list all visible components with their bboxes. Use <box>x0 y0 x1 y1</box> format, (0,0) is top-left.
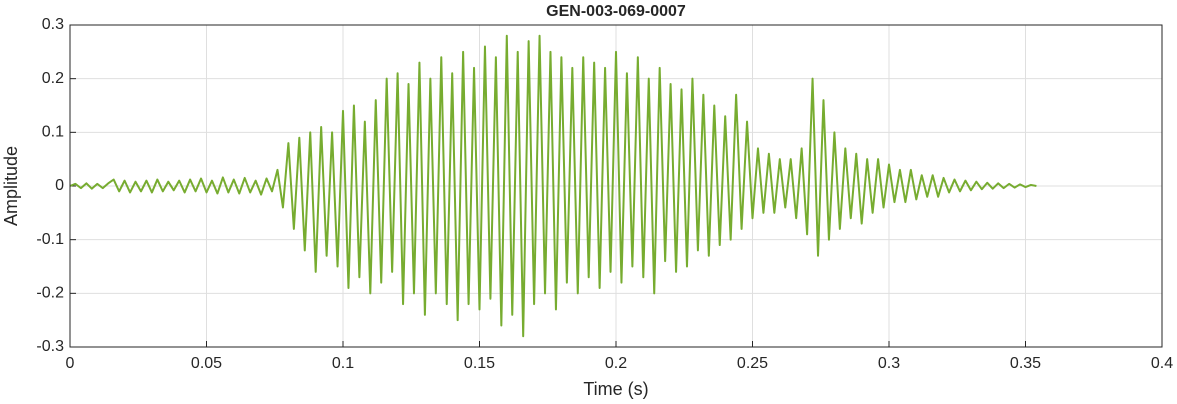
x-tick-label: 0.4 <box>1151 355 1173 372</box>
chart-title: GEN-003-069-0007 <box>546 3 686 20</box>
x-axis-label: Time (s) <box>583 379 648 399</box>
x-tick-label: 0.3 <box>878 355 900 372</box>
y-tick-label: -0.3 <box>36 338 64 355</box>
y-tick-label: -0.1 <box>36 231 64 248</box>
x-tick-label: 0.35 <box>1010 355 1041 372</box>
x-tick-label: 0.05 <box>191 355 222 372</box>
y-tick-label: 0.2 <box>42 70 64 87</box>
x-tick-label: 0.15 <box>464 355 495 372</box>
x-tick-label: 0 <box>66 355 75 372</box>
axes-box <box>69 24 1163 348</box>
waveform-line <box>69 34 1037 338</box>
y-tick-label: 0.3 <box>42 16 64 33</box>
y-axis-label: Amplitude <box>1 146 21 226</box>
y-tick-label: -0.2 <box>36 285 64 302</box>
x-tick-label: 0.25 <box>737 355 768 372</box>
x-tick-label: 0.2 <box>605 355 627 372</box>
y-tick-label: 0.1 <box>42 124 64 141</box>
x-tick-label: 0.1 <box>332 355 354 372</box>
y-tick-label: 0 <box>55 177 64 194</box>
